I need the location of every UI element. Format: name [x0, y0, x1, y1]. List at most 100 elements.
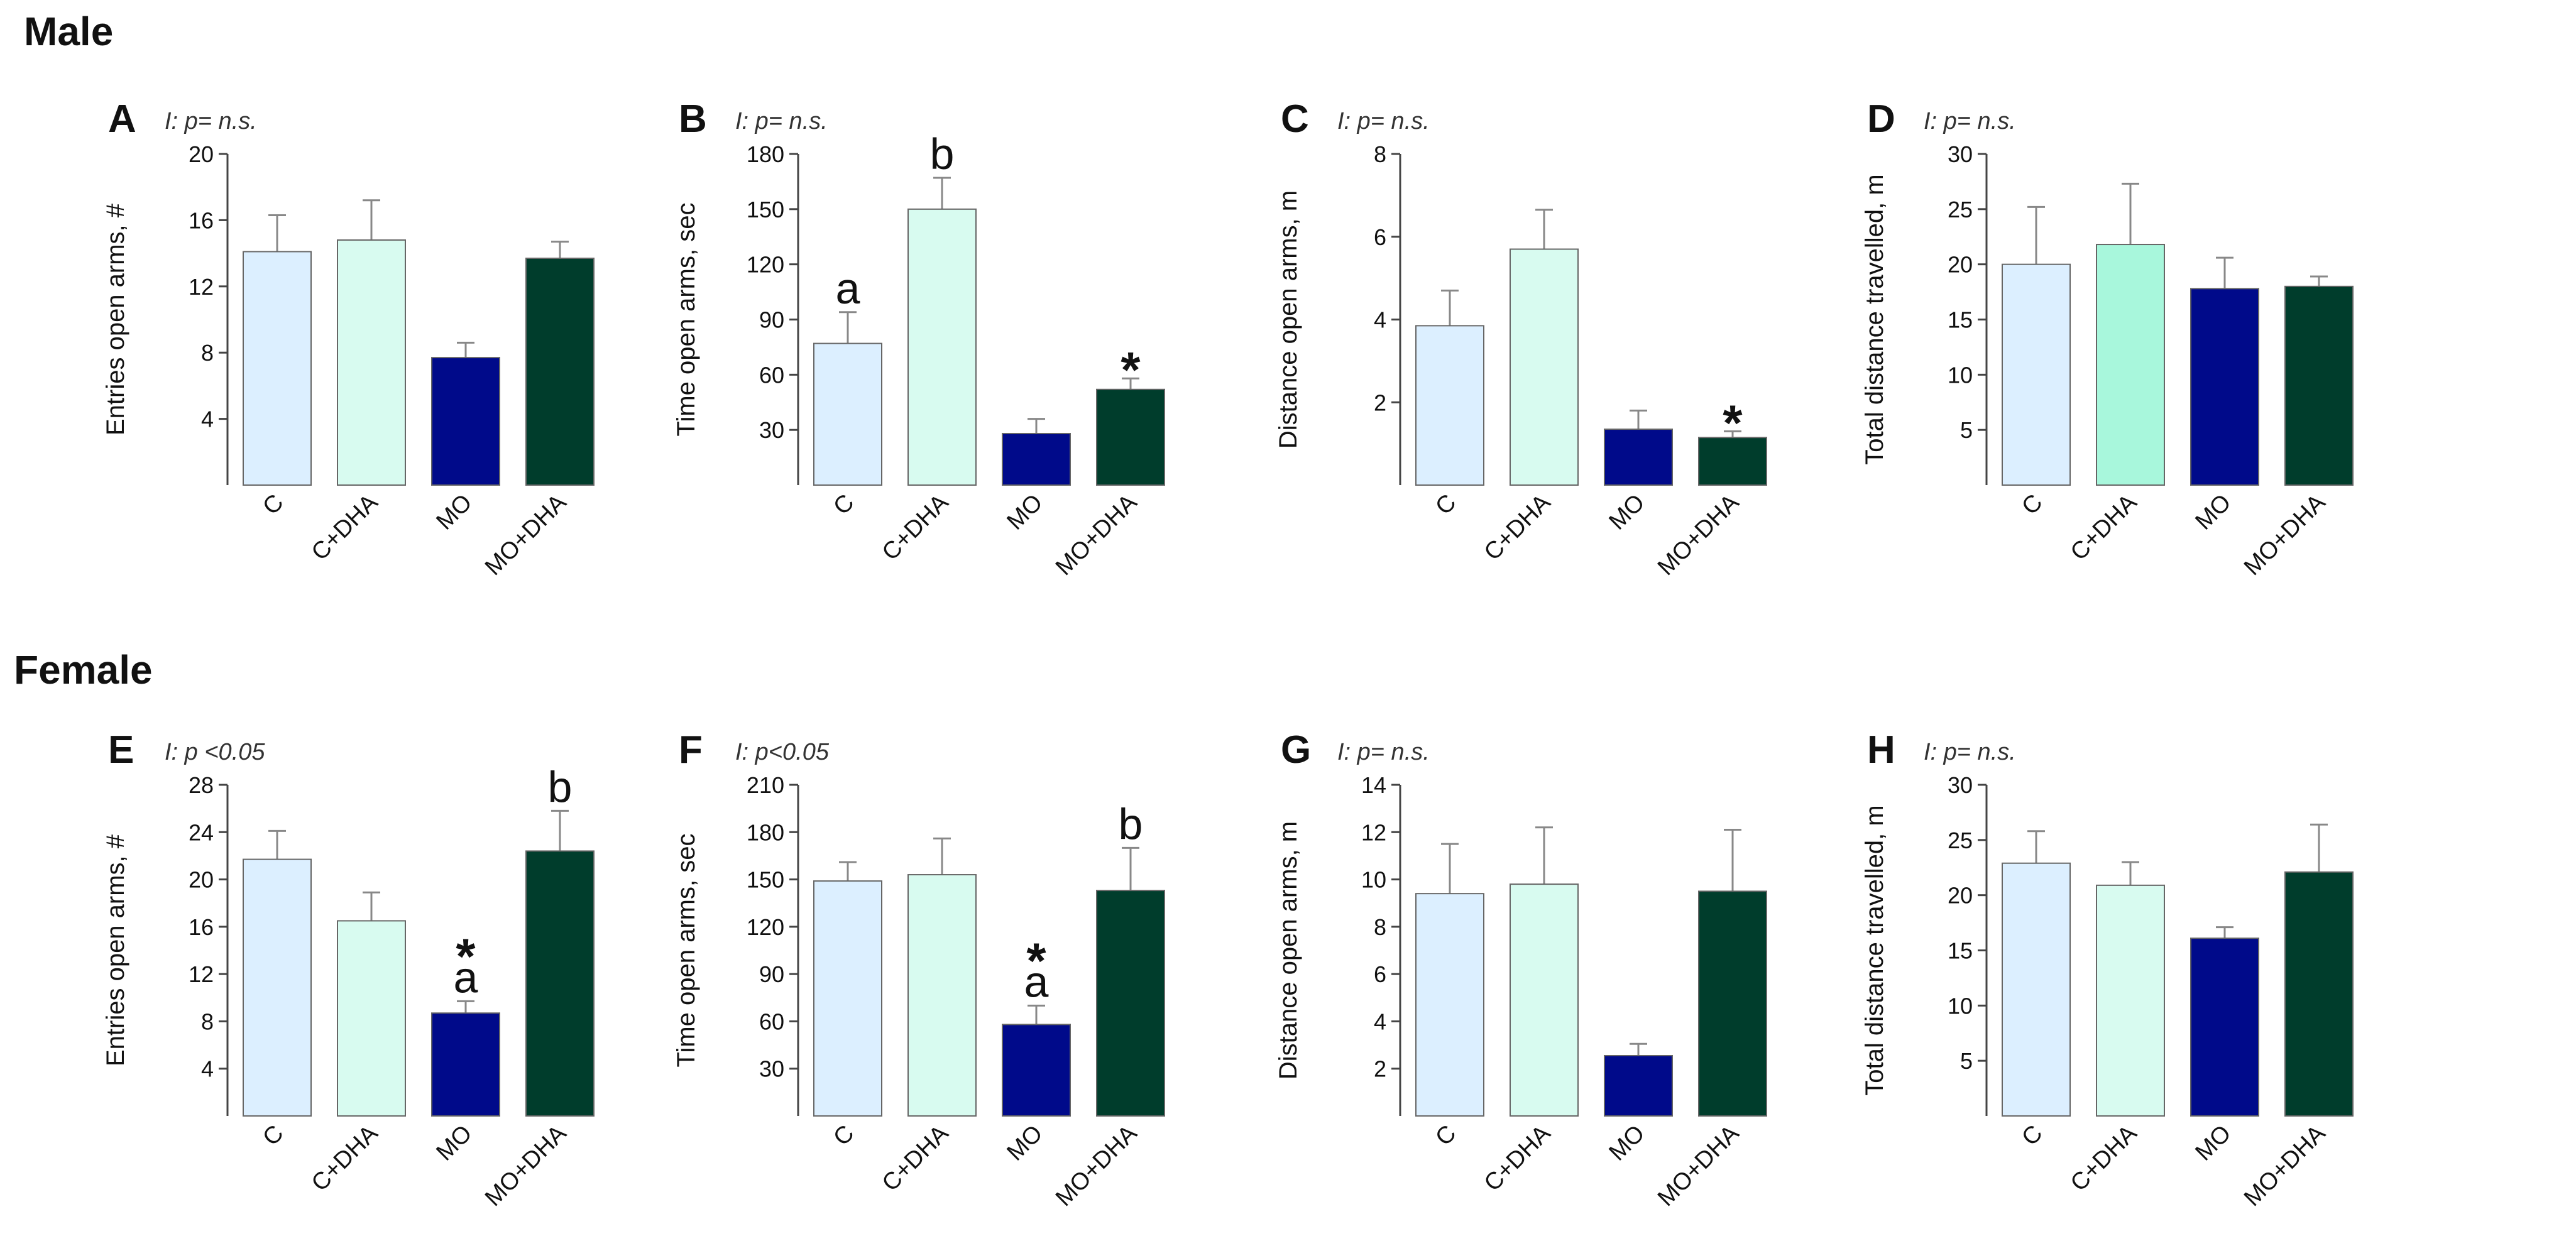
annotation-letter-f: a — [1024, 957, 1049, 1006]
annotation-letter-b: a — [836, 264, 860, 313]
panel-letter-g: G — [1281, 728, 1311, 772]
panel-letter-b: B — [679, 97, 707, 141]
category-label-h: C+DHA — [2066, 1120, 2142, 1196]
y-tick-label-a: 20 — [189, 141, 214, 167]
y-tick-label-g: 2 — [1374, 1056, 1386, 1082]
y-tick-label-e: 16 — [189, 914, 214, 940]
category-label-g: C — [1430, 1120, 1461, 1151]
panel-a: A I: p= n.s. Entries open arms, # 4 8 12 16 20 C… — [102, 97, 595, 581]
bar-g-0 — [1415, 893, 1484, 1117]
category-label-d: C — [2017, 489, 2047, 520]
category-label-f: MO — [1002, 1120, 1048, 1166]
y-tick-label-g: 8 — [1374, 914, 1386, 940]
y-tick-label-f: 120 — [747, 914, 784, 940]
y-tick-label-b: 30 — [759, 417, 784, 443]
y-tick-label-c: 2 — [1374, 390, 1386, 415]
category-label-g: C+DHA — [1479, 1120, 1556, 1196]
y-tick-label-g: 10 — [1361, 867, 1386, 893]
category-label-c: MO — [1604, 489, 1650, 535]
y-tick-label-e: 8 — [201, 1009, 214, 1034]
category-label-b: MO — [1002, 489, 1048, 535]
category-label-c: C — [1430, 489, 1461, 520]
interaction-text-d: I: p= n.s. — [1924, 108, 2016, 134]
interaction-text-c: I: p= n.s. — [1337, 108, 1430, 134]
y-tick-label-h: 10 — [1948, 993, 1973, 1019]
panel-letter-c: C — [1281, 97, 1309, 141]
interaction-text-f: I: p<0.05 — [735, 739, 830, 765]
panel-letter-h: H — [1867, 728, 1895, 772]
y-axis-title-d: Total distance travelled, m — [1861, 174, 1888, 464]
bar-h-1 — [2096, 884, 2165, 1117]
annotation-star-e: * — [456, 928, 476, 984]
y-tick-label-e: 20 — [189, 867, 214, 893]
annotation-letter-f: b — [1119, 799, 1143, 848]
y-tick-label-g: 14 — [1361, 772, 1386, 798]
bar-g-3 — [1698, 890, 1767, 1117]
panel-b: B I: p= n.s. Time open arms, sec 30 60 90 120 1… — [672, 97, 1165, 581]
y-tick-label-f: 210 — [747, 772, 784, 798]
y-tick-label-e: 28 — [189, 772, 214, 798]
category-label-g: MO+DHA — [1653, 1120, 1745, 1211]
category-label-h: C — [2017, 1120, 2047, 1151]
y-tick-label-e: 24 — [189, 819, 214, 845]
y-tick-label-c: 4 — [1374, 307, 1386, 333]
section-title-male: Male — [24, 9, 113, 54]
annotation-letter-e: b — [548, 762, 573, 811]
y-axis-title-b: Time open arms, sec — [672, 203, 700, 437]
category-label-e: C+DHA — [307, 1120, 383, 1196]
annotation-letter-e: a — [454, 953, 478, 1002]
y-tick-label-b: 120 — [747, 252, 784, 278]
category-label-d: C+DHA — [2066, 489, 2142, 566]
category-label-a: MO+DHA — [480, 489, 572, 581]
bar-h-0 — [2002, 862, 2071, 1117]
category-label-f: C+DHA — [877, 1120, 954, 1196]
bar-d-2 — [2190, 288, 2259, 486]
y-tick-label-h: 5 — [1960, 1048, 1973, 1074]
y-axis-title-h: Total distance travelled, m — [1861, 805, 1888, 1095]
annotation-letter-b: b — [930, 129, 955, 178]
category-label-a: C — [258, 489, 288, 520]
annotation-star-c: * — [1723, 395, 1743, 451]
y-axis-title-f: Time open arms, sec — [672, 834, 700, 1068]
interaction-text-h: I: p= n.s. — [1924, 739, 2016, 765]
y-tick-label-f: 30 — [759, 1056, 784, 1082]
category-label-d: MO — [2190, 489, 2236, 535]
annotation-star-f: * — [1026, 932, 1046, 988]
category-label-c: C+DHA — [1479, 489, 1556, 566]
y-tick-label-f: 90 — [759, 961, 784, 987]
y-tick-label-g: 6 — [1374, 961, 1386, 987]
y-tick-label-c: 8 — [1374, 141, 1386, 167]
y-axis-title-e: Entries open arms, # — [102, 834, 129, 1066]
y-tick-label-d: 15 — [1948, 307, 1973, 333]
bar-d-0 — [2002, 263, 2071, 486]
panel-c: C I: p= n.s. Distance open arms, m 2 4 6 8 C C+D… — [1274, 97, 1767, 581]
y-axis-title-c: Distance open arms, m — [1274, 190, 1302, 449]
bar-h-3 — [2284, 871, 2354, 1117]
bar-e-2 — [431, 1012, 500, 1117]
bar-c-0 — [1415, 325, 1484, 486]
category-label-b: C+DHA — [877, 489, 954, 566]
bar-c-1 — [1510, 248, 1579, 486]
bar-c-3 — [1698, 437, 1767, 486]
category-label-a: MO — [431, 489, 477, 535]
category-label-g: MO — [1604, 1120, 1650, 1166]
panel-e: E I: p <0.05 Entries open arms, # 4 8 12 16 20 2… — [102, 728, 595, 1211]
panel-letter-e: E — [108, 728, 134, 772]
annotation-star-b: * — [1121, 342, 1141, 398]
y-tick-label-f: 60 — [759, 1009, 784, 1034]
y-tick-label-a: 12 — [189, 274, 214, 300]
y-tick-label-a: 4 — [201, 407, 214, 432]
interaction-text-a: I: p= n.s. — [165, 108, 257, 134]
bar-d-1 — [2096, 244, 2165, 486]
bar-c-2 — [1604, 429, 1673, 486]
y-tick-label-h: 15 — [1948, 938, 1973, 964]
y-tick-label-g: 12 — [1361, 819, 1386, 845]
y-tick-label-d: 5 — [1960, 417, 1973, 443]
y-tick-label-b: 150 — [747, 197, 784, 222]
y-tick-label-b: 180 — [747, 141, 784, 167]
bar-b-3 — [1096, 388, 1165, 486]
bar-a-2 — [431, 357, 500, 486]
y-tick-label-a: 8 — [201, 340, 214, 366]
y-tick-label-f: 150 — [747, 867, 784, 893]
category-label-f: MO+DHA — [1051, 1120, 1143, 1211]
